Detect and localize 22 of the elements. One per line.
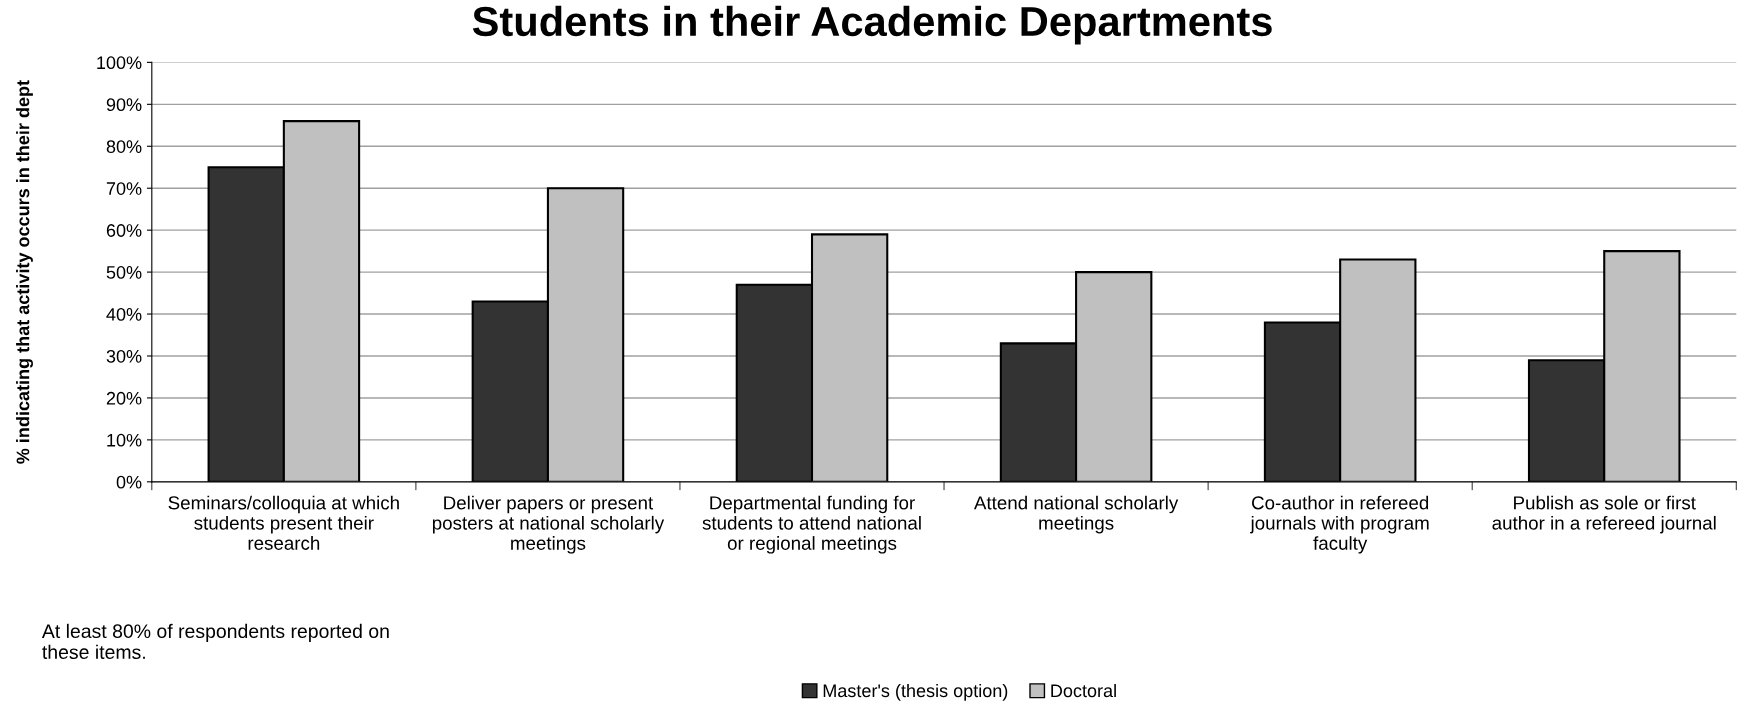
- text: At least 80% of respondents reported on these items.: [41, 623, 389, 660]
- legend-label: Doctoral: [1051, 683, 1116, 698]
- y-tick-label: 100%: [97, 56, 142, 70]
- y-tick-label: 20%: [106, 391, 142, 405]
- y-tick-label: 70%: [106, 182, 142, 195]
- y-tick-label: 10%: [107, 433, 142, 447]
- x-tick-label: Departmental funding for students to attend national or regional meetings: [702, 495, 921, 554]
- x-tick-label: Attend national scholarly meetings: [973, 495, 1179, 534]
- y-tick-label: 80%: [106, 140, 142, 153]
- y-axis-title: % indicating that activity occurs in their dept: [16, 80, 33, 464]
- chart-title: Students in their Academic Departments: [472, 5, 1272, 45]
- y-tick-label: 40%: [106, 307, 142, 321]
- x-tick-label: Seminars/colloquia at which students present their research: [168, 495, 399, 550]
- y-tick-label: 0%: [116, 475, 142, 489]
- y-tick-label: 30%: [106, 349, 142, 363]
- x-tick-label: Deliver papers or present posters at national scholarly meetings: [432, 495, 665, 554]
- y-tick-label: 50%: [106, 266, 142, 279]
- y-tick-label: 90%: [106, 98, 142, 112]
- x-tick-label: Co-author in refereed journals with program faculty: [1250, 495, 1429, 554]
- x-tick-label: Publish as sole or first author in a refereed journal: [1492, 495, 1716, 534]
- legend-label: Master's (thesis option): [823, 683, 1008, 701]
- y-tick-label: 60%: [106, 224, 142, 237]
